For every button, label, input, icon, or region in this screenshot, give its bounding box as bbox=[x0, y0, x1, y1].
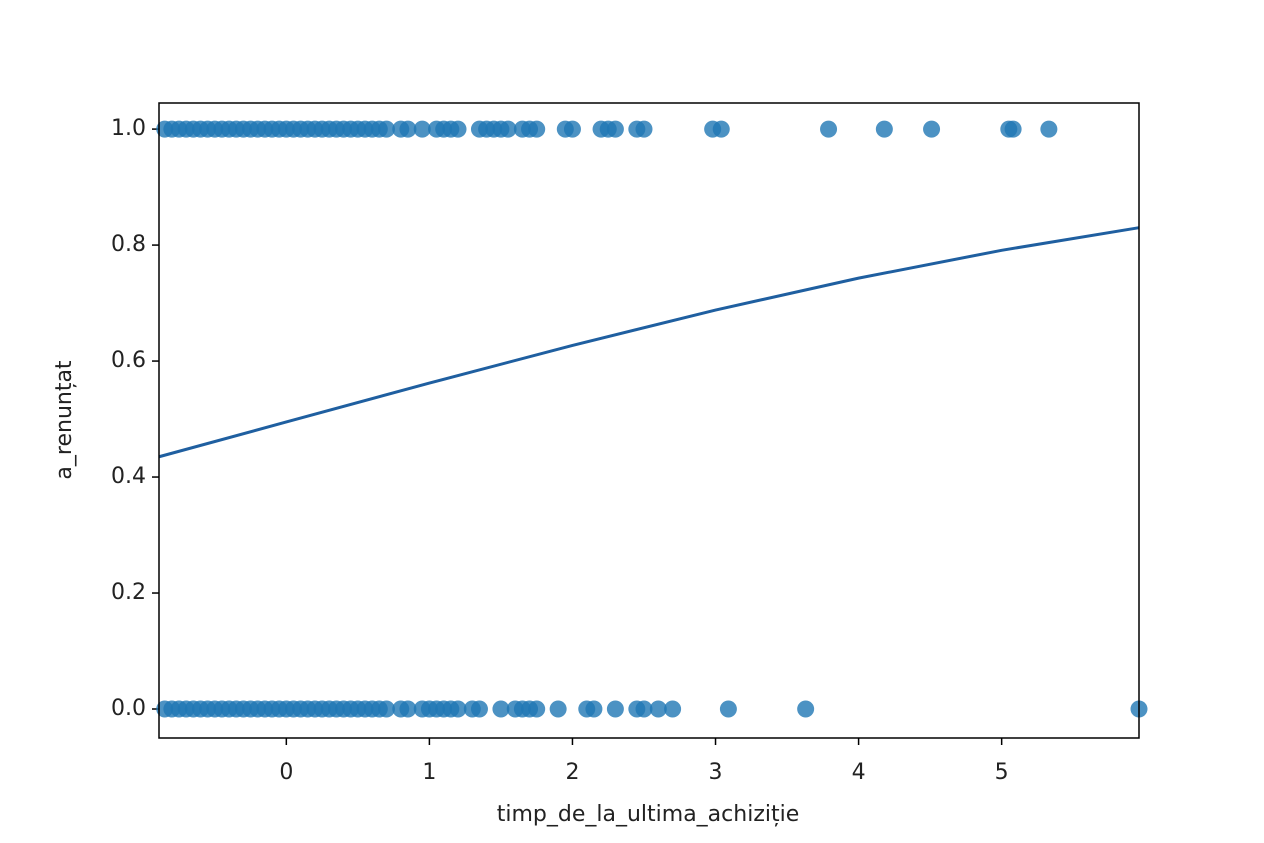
point bbox=[1004, 120, 1022, 138]
point bbox=[635, 700, 653, 718]
x-tick-label: 2 bbox=[565, 760, 579, 785]
y-axis-label: a_renunțat bbox=[52, 360, 77, 480]
y-tick-label: 0.6 bbox=[111, 348, 146, 373]
y-tick-label: 0.8 bbox=[111, 232, 146, 257]
point bbox=[470, 700, 488, 718]
plot-frame bbox=[158, 102, 1140, 739]
point bbox=[528, 700, 546, 718]
point bbox=[635, 120, 653, 138]
point bbox=[413, 120, 431, 138]
point bbox=[449, 120, 467, 138]
y-tick-label: 1.0 bbox=[111, 116, 146, 141]
fit-line bbox=[158, 226, 1140, 459]
point bbox=[492, 700, 510, 718]
point bbox=[399, 700, 417, 718]
point bbox=[499, 120, 517, 138]
x-tick-label: 0 bbox=[279, 760, 293, 785]
point bbox=[712, 120, 730, 138]
point bbox=[875, 120, 893, 138]
point bbox=[585, 700, 603, 718]
y-tick-label: 0.2 bbox=[111, 580, 146, 605]
point bbox=[528, 120, 546, 138]
x-tick-label: 3 bbox=[709, 760, 723, 785]
x-tick-label: 1 bbox=[422, 760, 436, 785]
point bbox=[377, 120, 395, 138]
point bbox=[606, 700, 624, 718]
x-tick-label: 4 bbox=[852, 760, 866, 785]
point bbox=[923, 120, 941, 138]
y-tick-label: 0.0 bbox=[111, 696, 146, 721]
x-tick-label: 5 bbox=[995, 760, 1009, 785]
point bbox=[563, 120, 581, 138]
point bbox=[549, 700, 567, 718]
point bbox=[649, 700, 667, 718]
point bbox=[449, 700, 467, 718]
point bbox=[820, 120, 838, 138]
point bbox=[606, 120, 624, 138]
point bbox=[719, 700, 737, 718]
point bbox=[664, 700, 682, 718]
point bbox=[1040, 120, 1058, 138]
point bbox=[399, 120, 417, 138]
point bbox=[377, 700, 395, 718]
point bbox=[797, 700, 815, 718]
x-axis-label: timp_de_la_ultima_achiziție bbox=[497, 802, 800, 827]
y-tick-label: 0.4 bbox=[111, 464, 146, 489]
